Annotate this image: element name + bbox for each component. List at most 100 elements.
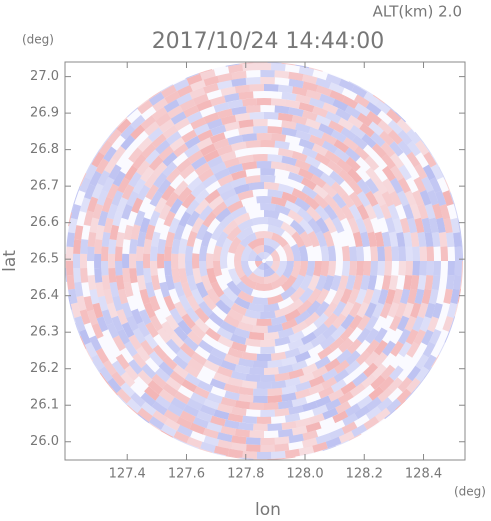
radar-cell bbox=[260, 140, 276, 148]
radar-cell bbox=[173, 180, 189, 196]
radar-cell bbox=[357, 191, 371, 208]
radar-cell bbox=[165, 191, 180, 208]
radar-cell bbox=[247, 272, 264, 285]
radar-cell bbox=[281, 92, 297, 101]
radar-cell bbox=[227, 308, 244, 322]
radar-cell bbox=[199, 404, 216, 416]
radar-cell bbox=[296, 207, 313, 223]
radar-cell bbox=[137, 321, 151, 338]
radar-cell bbox=[179, 342, 196, 358]
radar-cell bbox=[270, 261, 280, 273]
radar-cell bbox=[242, 415, 257, 424]
radar-cell bbox=[334, 359, 350, 374]
radar-cell bbox=[338, 430, 355, 444]
radar-cell bbox=[112, 335, 126, 352]
radar-cell bbox=[159, 281, 170, 298]
plot-frame bbox=[64, 61, 466, 461]
radar-cell bbox=[231, 70, 247, 80]
radar-cell bbox=[333, 369, 350, 383]
radar-cell bbox=[414, 217, 425, 234]
radar-cell bbox=[315, 288, 330, 305]
radar-cell bbox=[315, 230, 328, 248]
radar-cell bbox=[72, 253, 81, 269]
radar-cell bbox=[136, 246, 144, 261]
radar-cell bbox=[396, 118, 412, 134]
radar-cell bbox=[288, 78, 304, 89]
radar-cell bbox=[256, 62, 272, 71]
radar-cell bbox=[215, 299, 232, 315]
radar-cell bbox=[302, 430, 319, 441]
radar-cell bbox=[365, 190, 379, 207]
radar-cell bbox=[224, 121, 240, 132]
radar-cell bbox=[195, 223, 209, 241]
radar-cell bbox=[190, 79, 206, 92]
radar-cell bbox=[134, 210, 146, 227]
radar-cell bbox=[277, 400, 294, 410]
radar-cell bbox=[165, 167, 181, 184]
y-tick-label: 26.0 bbox=[30, 434, 59, 449]
radar-cell bbox=[421, 176, 434, 193]
radar-cell bbox=[95, 224, 105, 240]
radar-cell bbox=[203, 83, 219, 94]
radar-cell bbox=[181, 282, 193, 299]
radar-cell bbox=[356, 327, 371, 344]
radar-cell bbox=[66, 274, 75, 290]
radar-cell bbox=[213, 445, 230, 456]
radar-cell bbox=[312, 184, 329, 199]
radar-cell bbox=[181, 379, 198, 393]
radar-cell bbox=[274, 443, 290, 452]
radar-cell bbox=[386, 108, 402, 124]
radar-cell bbox=[442, 190, 454, 206]
radar-cell bbox=[121, 204, 133, 220]
radar-cell bbox=[116, 197, 129, 213]
radar-cell bbox=[199, 261, 208, 277]
radar-cell bbox=[143, 238, 152, 254]
radar-cell bbox=[315, 433, 332, 445]
radar-cell bbox=[68, 288, 78, 305]
radar-cell bbox=[345, 360, 361, 375]
radar-cell bbox=[196, 137, 213, 151]
radar-cell bbox=[152, 410, 168, 424]
radar-cell bbox=[314, 301, 330, 317]
radar-cell bbox=[244, 175, 261, 184]
radar-cell bbox=[295, 380, 312, 392]
radar-cell bbox=[128, 359, 143, 375]
radar-cell bbox=[174, 391, 191, 405]
radar-cell bbox=[445, 232, 455, 248]
radar-cell bbox=[380, 364, 396, 380]
radar-cell bbox=[226, 280, 242, 297]
radar-cell bbox=[121, 302, 133, 318]
radar-cell bbox=[126, 190, 139, 207]
radar-cell bbox=[157, 253, 165, 269]
radar-cell bbox=[80, 239, 89, 254]
radar-cell bbox=[360, 274, 370, 291]
radar-cell bbox=[145, 184, 159, 201]
radar-cell bbox=[83, 210, 94, 226]
radar-cell bbox=[340, 204, 355, 221]
radar-cell bbox=[208, 311, 224, 327]
radar-cell bbox=[144, 386, 160, 401]
radar-cell bbox=[144, 121, 160, 136]
radar-cell bbox=[389, 315, 402, 332]
radar-cell bbox=[271, 315, 287, 326]
radar-cell bbox=[274, 306, 291, 318]
radar-cell bbox=[256, 318, 272, 326]
radar-cell bbox=[389, 190, 402, 207]
radar-cell bbox=[260, 437, 275, 446]
radar-cell bbox=[323, 217, 337, 234]
radar-cell bbox=[192, 416, 209, 429]
radar-cell bbox=[111, 315, 124, 332]
radar-cell bbox=[298, 167, 314, 181]
radar-cell bbox=[281, 318, 298, 331]
radar-cell bbox=[430, 164, 444, 180]
radar-cell bbox=[131, 308, 144, 325]
radar-cell bbox=[260, 346, 276, 354]
radar-cell bbox=[254, 282, 274, 291]
radar-cell bbox=[414, 288, 425, 305]
radar-cell bbox=[239, 274, 257, 290]
radar-cell bbox=[109, 224, 120, 241]
radar-cell bbox=[151, 401, 168, 416]
radar-cell bbox=[362, 217, 375, 234]
radar-cell bbox=[407, 217, 418, 234]
radar-cell bbox=[144, 172, 159, 189]
